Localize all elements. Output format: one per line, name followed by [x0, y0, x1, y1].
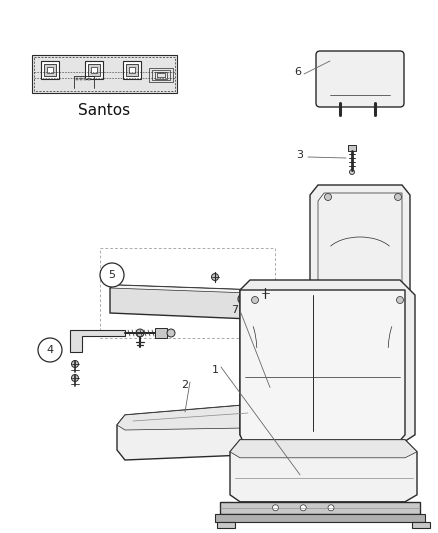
Bar — [215, 514, 425, 522]
Polygon shape — [117, 405, 255, 460]
Circle shape — [71, 360, 78, 367]
Text: 3: 3 — [297, 150, 304, 160]
Circle shape — [212, 273, 219, 280]
Bar — [76, 78, 78, 80]
Bar — [149, 68, 173, 82]
Bar — [412, 522, 430, 528]
Bar — [47, 67, 53, 73]
Circle shape — [395, 193, 402, 200]
Circle shape — [272, 505, 279, 511]
Bar — [32, 55, 177, 93]
Bar — [123, 61, 141, 79]
Bar — [152, 70, 170, 80]
Circle shape — [396, 296, 403, 303]
Polygon shape — [240, 280, 415, 441]
Polygon shape — [110, 285, 255, 293]
Bar — [41, 61, 59, 79]
Bar — [80, 78, 82, 80]
Bar — [88, 64, 100, 76]
FancyBboxPatch shape — [316, 51, 404, 107]
Circle shape — [136, 329, 144, 337]
Text: Santos: Santos — [78, 103, 130, 118]
Circle shape — [38, 338, 62, 362]
Bar — [217, 522, 235, 528]
Bar — [220, 502, 420, 514]
Circle shape — [100, 263, 124, 287]
Circle shape — [300, 505, 306, 511]
Bar — [348, 145, 356, 151]
Bar — [157, 73, 165, 77]
Bar — [126, 64, 138, 76]
Text: 5: 5 — [109, 270, 116, 280]
Text: 7: 7 — [231, 305, 239, 315]
Circle shape — [241, 297, 245, 301]
Bar — [100, 248, 275, 338]
Circle shape — [350, 169, 354, 174]
Text: 1: 1 — [212, 365, 219, 375]
Text: 2: 2 — [181, 380, 189, 390]
Bar — [91, 67, 97, 73]
Bar — [88, 78, 90, 80]
Polygon shape — [230, 440, 417, 502]
Polygon shape — [230, 440, 417, 458]
Circle shape — [238, 294, 248, 304]
Circle shape — [328, 505, 334, 511]
Bar — [129, 67, 135, 73]
Circle shape — [325, 193, 332, 200]
Circle shape — [261, 289, 268, 296]
Circle shape — [71, 375, 78, 382]
Bar — [84, 78, 86, 80]
Circle shape — [167, 329, 175, 337]
Bar — [34, 57, 175, 91]
Bar — [44, 64, 56, 76]
Bar — [155, 71, 167, 78]
Text: 4: 4 — [46, 345, 53, 355]
Circle shape — [251, 296, 258, 303]
Polygon shape — [110, 285, 255, 319]
Polygon shape — [310, 185, 410, 310]
Polygon shape — [117, 405, 255, 430]
Bar — [85, 61, 103, 79]
Bar — [155, 328, 167, 338]
Text: 6: 6 — [294, 67, 301, 77]
Polygon shape — [70, 330, 125, 352]
Polygon shape — [240, 290, 405, 446]
